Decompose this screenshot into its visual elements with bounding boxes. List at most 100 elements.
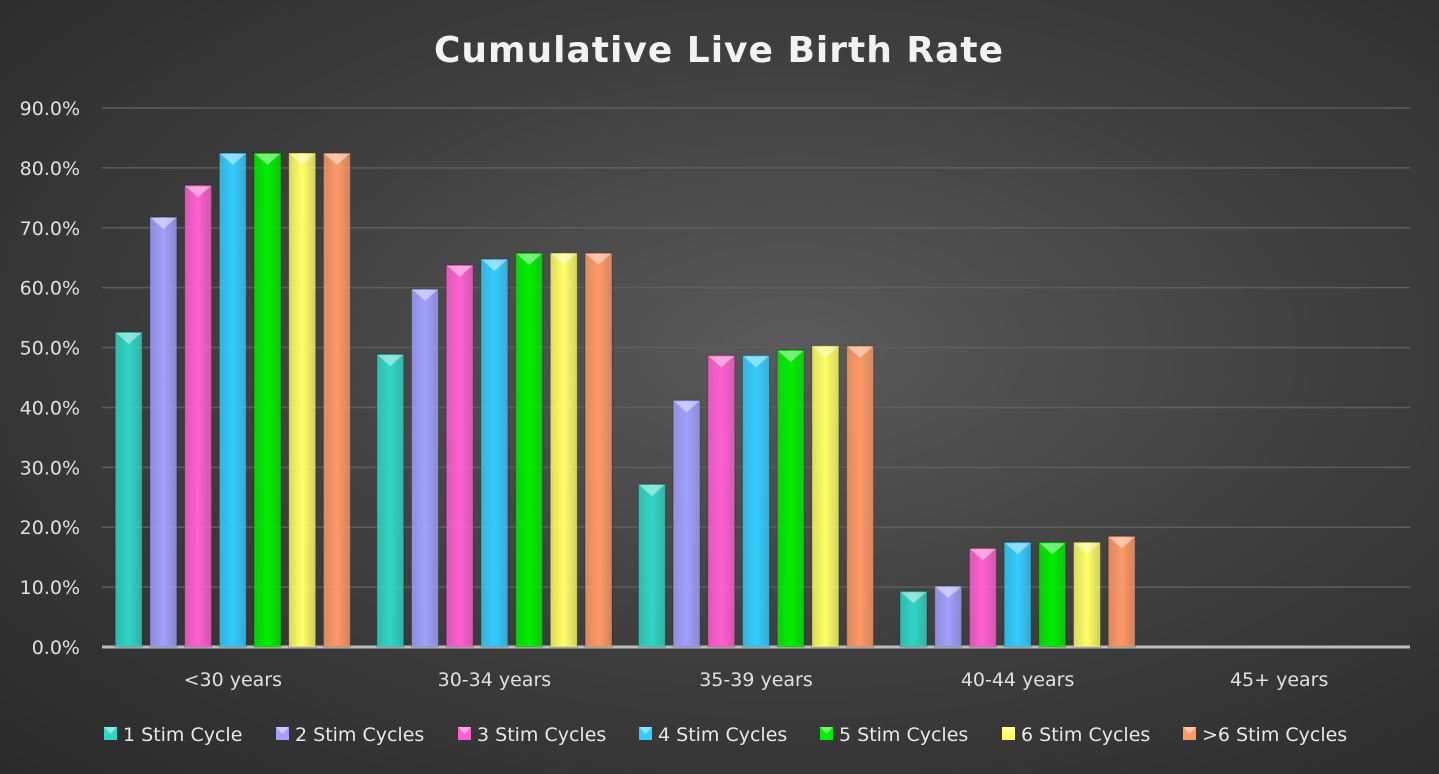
bar [1003,541,1032,648]
legend-swatch-bevel [458,727,471,734]
legend-swatch [1002,727,1015,740]
y-tick-label: 20.0% [20,517,80,539]
bar-bevel [551,253,577,265]
bar-bevel [1074,543,1100,555]
bar [811,345,840,648]
y-tick-label: 30.0% [20,457,80,479]
bar [288,152,317,648]
bar-bevel [1109,537,1135,549]
legend-swatch-bevel [820,727,833,734]
bar-bevel [708,356,734,368]
bar-bevel [743,356,769,368]
bar-bevel [1005,543,1031,555]
legend-swatch [639,727,652,740]
legend-label: 2 Stim Cycles [295,724,424,746]
legend-label: 6 Stim Cycles [1021,724,1150,746]
legend-item: 1 Stim Cycle [104,724,242,746]
y-tick-label: 40.0% [20,397,80,419]
x-tick-label: 35-39 years [699,669,813,691]
bar-bevel [935,586,961,598]
bar [584,252,613,648]
bar [149,216,178,648]
legend-swatch [458,727,471,740]
legend-item: 6 Stim Cycles [1002,724,1150,746]
bar [1107,535,1136,648]
bar-bevel [901,592,926,604]
y-tick-label: 90.0% [20,98,80,120]
bar [253,152,282,648]
bar-bevel [778,350,804,362]
bar-bevel [812,346,838,358]
bar [1038,541,1067,648]
bar-bevel [220,153,246,165]
legend-item: 3 Stim Cycles [458,724,606,746]
bar [637,483,666,648]
bar-bevel [516,253,542,265]
bar-bevel [674,401,700,413]
legend-swatch [820,727,833,740]
bar [707,354,736,648]
bar-bevel [847,346,873,358]
bar-bevel [586,253,611,265]
bar-bevel [289,153,315,165]
bar [480,258,509,648]
legend-item: 5 Stim Cycles [820,724,968,746]
y-tick-label: 80.0% [20,158,80,180]
bar [445,264,474,648]
bar-bevel [970,549,996,561]
legend-label: 3 Stim Cycles [477,724,606,746]
legend-swatch-bevel [1002,727,1015,734]
bar [899,590,928,648]
bar-bevel [116,332,142,344]
legend-label: 1 Stim Cycle [123,724,242,746]
chart-title: Cumulative Live Birth Rate [434,30,1004,71]
legend-item: >6 Stim Cycles [1183,724,1347,746]
x-tick-label: 45+ years [1230,669,1328,691]
bar-bevel [639,485,665,497]
y-tick-label: 50.0% [20,338,80,360]
legend-label: 5 Stim Cycles [839,724,968,746]
bar-bevel [185,186,211,198]
legend-swatch-bevel [276,727,289,734]
bar [846,345,875,648]
bar [218,152,247,648]
bar-bevel [412,289,438,301]
bar [1073,541,1101,648]
bar [114,331,143,648]
bar [322,152,351,648]
legend-swatch [1183,727,1196,740]
bar-bevel [377,355,403,367]
y-tick-label: 70.0% [20,218,80,240]
bar [549,252,578,648]
x-tick-label: <30 years [184,669,282,691]
legend-label: 4 Stim Cycles [658,724,787,746]
bar-bevel [324,153,350,165]
bar [515,252,544,648]
y-tick-label: 60.0% [20,278,80,300]
legend-swatch-bevel [1183,727,1196,734]
legend-swatch-bevel [639,727,652,734]
bar-bevel [150,217,176,229]
legend-item: 4 Stim Cycles [639,724,787,746]
y-tick-label: 0.0% [32,637,80,659]
bar-bevel [447,265,473,277]
bar-bevel [481,259,507,271]
bar [672,399,701,648]
y-tick-label: 10.0% [20,577,80,599]
bar-bevel [255,153,280,165]
legend-label: >6 Stim Cycles [1202,724,1347,746]
bar [776,349,805,648]
legend-swatch [276,727,289,740]
bar [184,184,213,648]
x-tick-label: 30-34 years [438,669,552,691]
bar [968,547,997,648]
legend-swatch [104,727,117,740]
bar-bevel [1039,543,1065,555]
bar [742,354,770,648]
legend-swatch-bevel [104,727,117,734]
x-tick-label: 40-44 years [961,669,1075,691]
bar [934,585,963,648]
legend-item: 2 Stim Cycles [276,724,424,746]
bar [376,353,405,648]
